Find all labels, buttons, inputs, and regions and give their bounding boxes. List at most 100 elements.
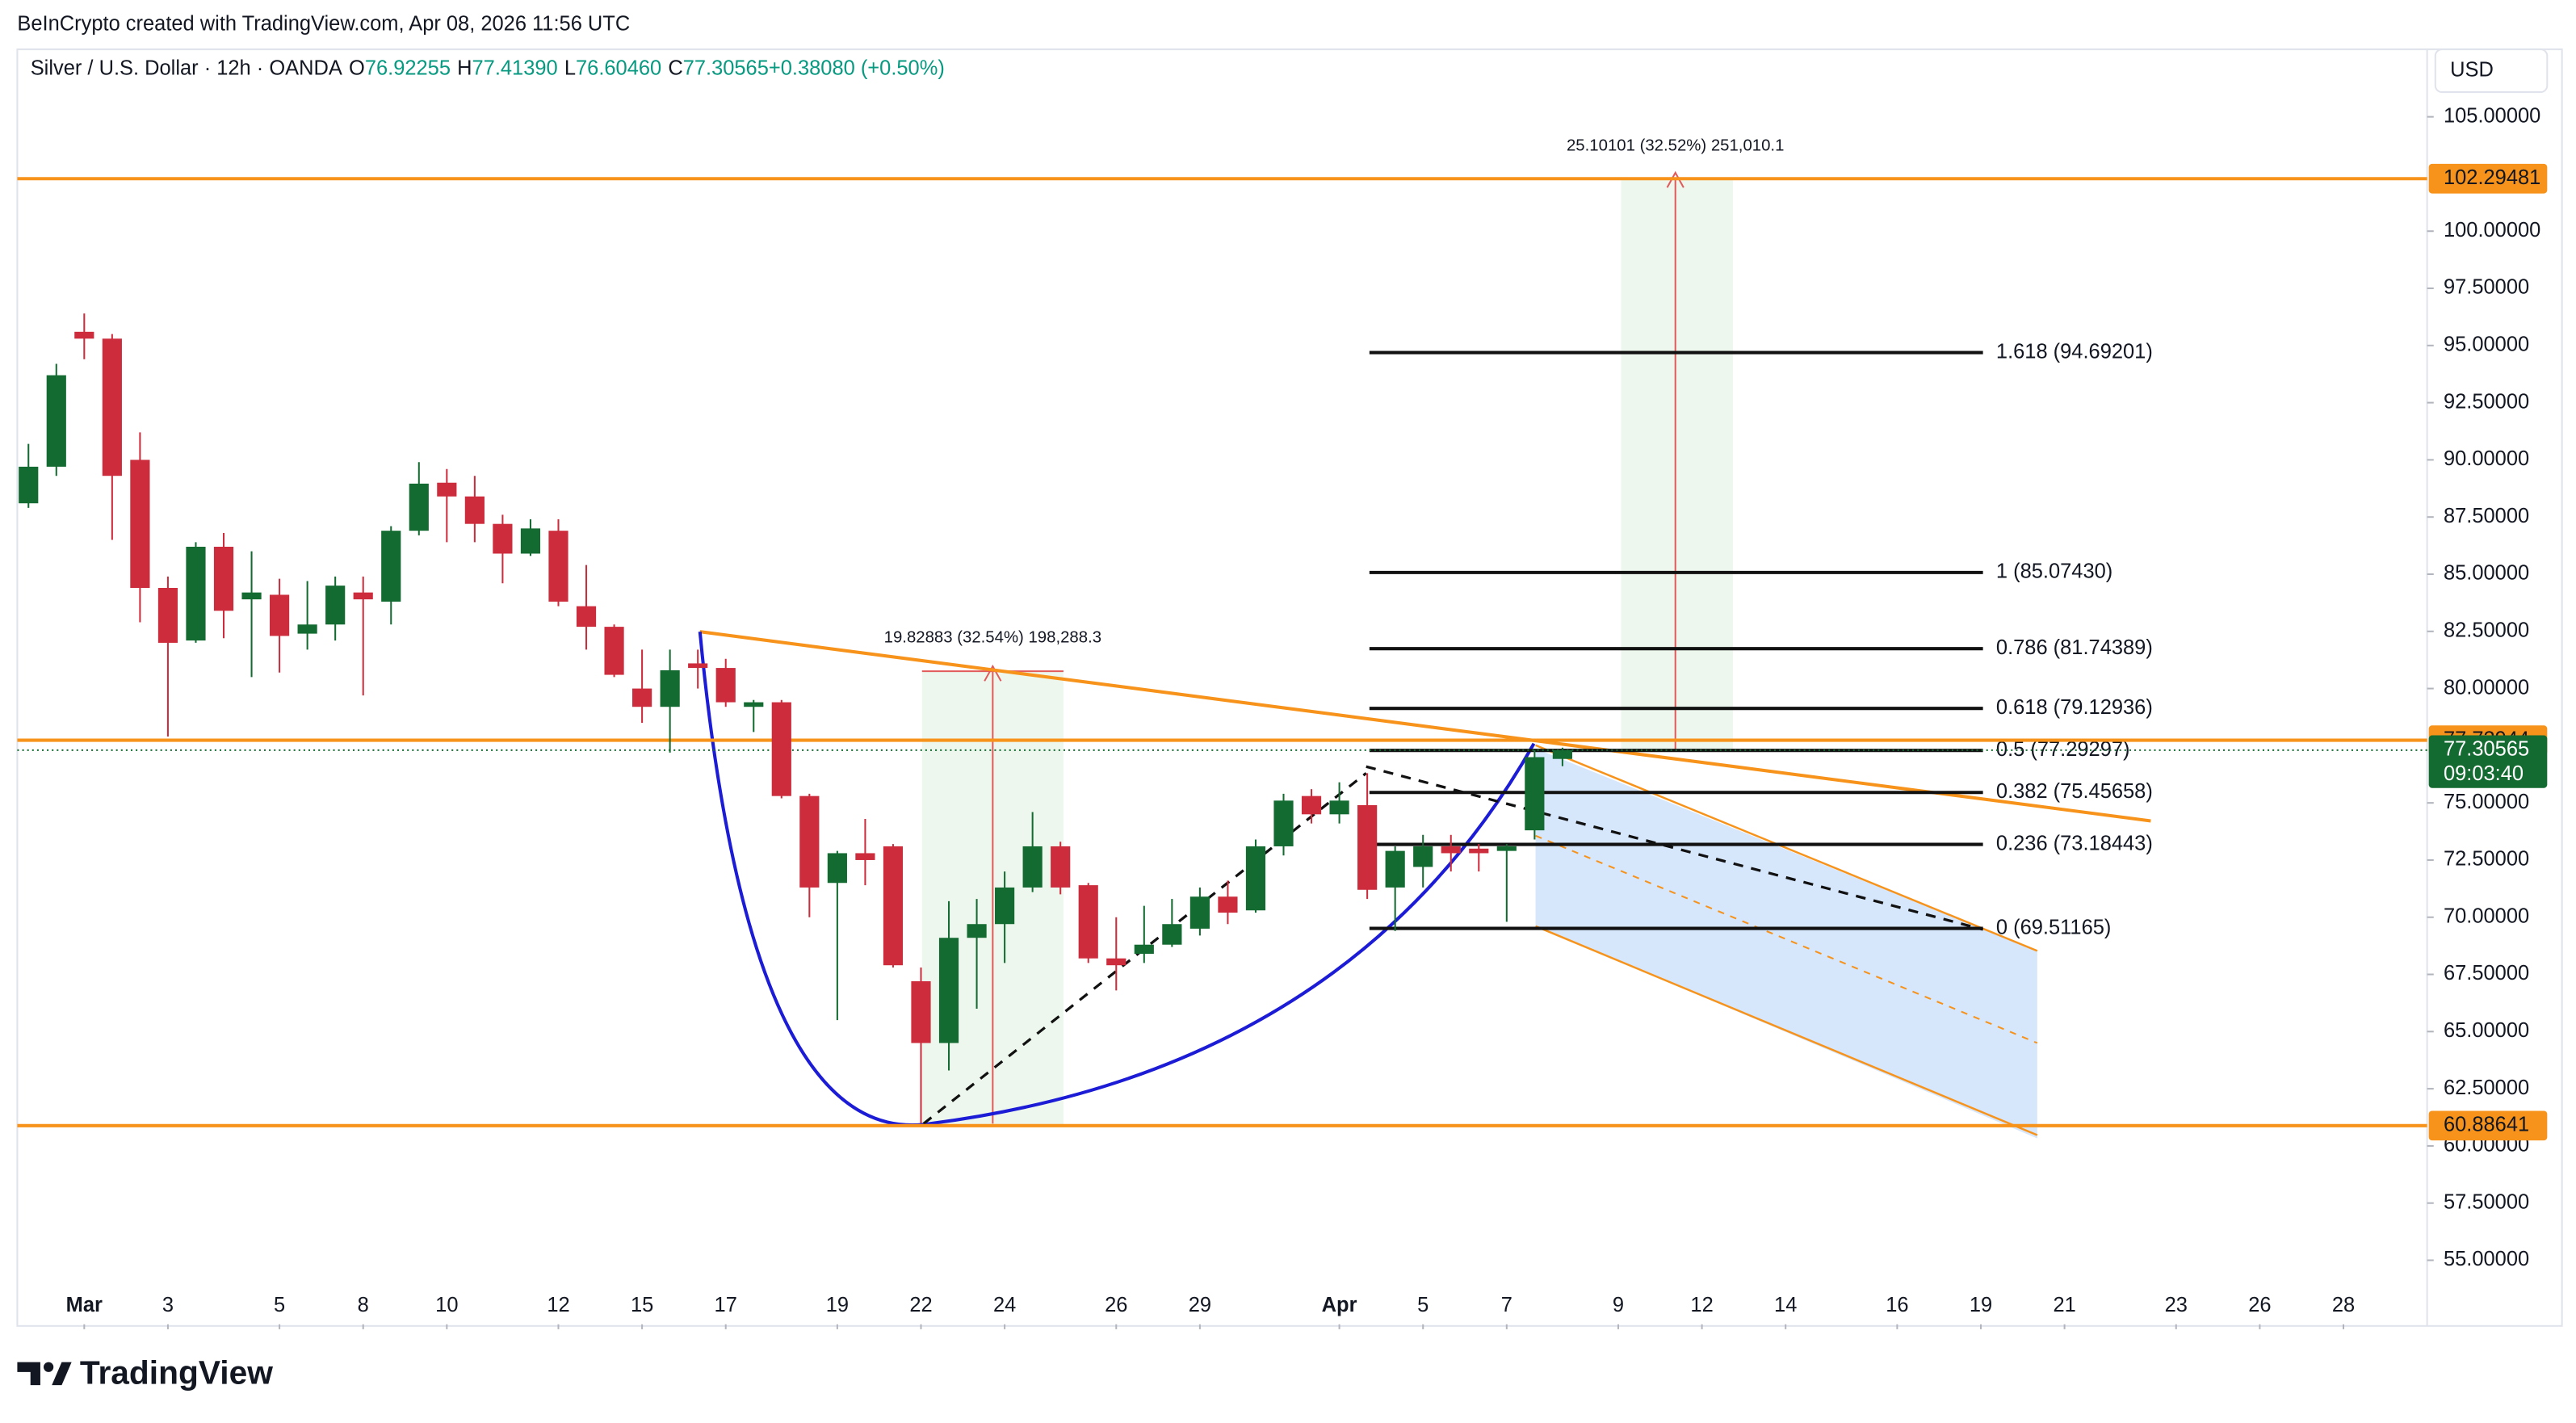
credit: BeInCrypto created with TradingView.com,… [17,12,630,35]
channel-lower [1535,925,2038,1136]
candles [19,313,1572,1123]
y-tick-label: 92.50000 [2444,390,2529,413]
legend-key: C [668,57,682,79]
candle-body [660,670,680,707]
legend-key: O [349,57,365,79]
x-tick-label: 5 [1417,1294,1429,1316]
candle-body [995,887,1015,925]
arrow-head [1666,170,1684,188]
symbol-legend: Silver / U.S. Dollar · 12h · OANDA O76.92… [31,57,945,79]
candle-body [1496,846,1517,851]
channel-upper [1535,744,2038,952]
legend-key: H [457,57,472,79]
x-tick-label: 7 [1501,1294,1512,1316]
legend-value: 77.30565 [683,57,769,79]
x-tick-label: 26 [2248,1294,2271,1316]
x-tick-label: 12 [1690,1294,1713,1316]
candle-body [493,523,513,554]
y-tick-label: 75.00000 [2444,791,2529,813]
fib-label: 1 (85.07430) [1996,560,2112,583]
fib-label: 1.618 (94.69201) [1996,340,2153,363]
y-tick-label: 55.00000 [2444,1248,2529,1270]
x-tick-label: 28 [2332,1294,2355,1316]
legend-value: 77.41390 [472,57,558,79]
candle-body [130,460,150,588]
candle-body [771,702,791,796]
measure-box [1621,177,1734,752]
y-tick-label: 72.50000 [2444,848,2529,871]
candle-body [1273,800,1294,846]
level-tag [2428,163,2548,194]
candle-body [213,547,234,611]
y-tick-label: 57.50000 [2444,1190,2529,1213]
legend-key: L [564,57,576,79]
candle-body [1552,749,1572,759]
y-tick-label: 95.00000 [2444,334,2529,356]
x-tick-label: 10 [435,1294,458,1316]
y-tick-label: 85.00000 [2444,562,2529,585]
cup-curve [698,632,1536,1127]
fib-label: 0.382 (75.45658) [1996,780,2153,803]
level-label: 60.88641 [2444,1114,2529,1136]
candle-body [241,592,262,600]
y-tick-label: 80.00000 [2444,676,2529,699]
candle-body [102,338,122,476]
candle-body [604,627,624,675]
fib-label: 0.618 (79.12936) [1996,696,2153,719]
countdown: 09:03:40 [2444,762,2524,785]
candle-body [1357,804,1378,890]
x-tick-label: 16 [1886,1294,1908,1316]
x-tick-label: Apr [1322,1294,1357,1316]
y-tick-label: 82.50000 [2444,619,2529,641]
candle-body [19,466,39,504]
candle-body [883,846,904,966]
measure-label: 25.10101 (32.52%) 251,010.1 [1567,137,1784,155]
candle-body [1106,958,1126,966]
logo-mark [17,1362,40,1386]
candle-body [967,924,987,938]
x-tick-label: 21 [2053,1294,2075,1316]
last-price-label: 77.30565 [2444,738,2529,761]
candle-body [1441,846,1461,854]
symbol: Silver / U.S. Dollar · 12h · OANDA [31,57,342,79]
brand: TradingView [80,1354,273,1392]
y-tick-label: 97.50000 [2444,276,2529,299]
x-tick-label: 8 [358,1294,369,1316]
candle-body [325,586,346,625]
candle-body [409,483,429,531]
candle-body [799,795,820,888]
x-tick-label: 23 [2165,1294,2188,1316]
legend-value: +0.38080 (+0.50%) [769,57,945,79]
fib-label: 0.786 (81.74389) [1996,636,2153,659]
candle-body [74,331,94,339]
candle-body [1469,848,1489,854]
dashed-line [1366,765,1984,931]
candle-body [938,938,959,1043]
candle-body [353,592,373,600]
candle-body [437,482,457,497]
logo: TradingView [17,1354,273,1392]
x-tick-label: 24 [993,1294,1016,1316]
candle-body [46,375,66,467]
x-tick-label: 3 [162,1294,174,1316]
level-tag [2428,1110,2548,1141]
legend-value: 76.60460 [576,57,661,79]
candle-body [744,702,764,707]
trend-line [699,630,2151,823]
x-tick-label: 19 [1970,1294,1992,1316]
fib-layer: 1.618 (94.69201) 1 (85.07430) 0.786 (81.74… [17,177,2427,1127]
candle-body [1385,850,1405,888]
last-price-tag [2428,735,2548,788]
candle-body [1051,846,1071,888]
channel-mid [1535,834,2038,1044]
x-tick-label: 15 [631,1294,653,1316]
candle-body [1189,896,1210,929]
candle-body [715,668,736,703]
candle-body [381,531,401,602]
legend-value: 76.92255 [365,57,451,79]
candle-body [1301,795,1322,815]
measure-label: 19.82883 (32.54%) 198,288.3 [884,629,1101,647]
fib-label: 0 (69.51165) [1996,916,2111,938]
candle-body [548,531,568,602]
